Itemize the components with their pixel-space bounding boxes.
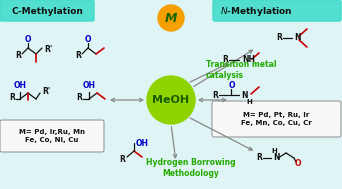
Text: O: O: [25, 36, 31, 44]
Text: O: O: [229, 81, 235, 91]
Text: N: N: [294, 33, 301, 43]
Text: N: N: [273, 153, 279, 163]
Text: H: H: [246, 99, 252, 105]
Text: $\it{N}$-Methylation: $\it{N}$-Methylation: [220, 5, 293, 18]
Circle shape: [158, 5, 184, 31]
Text: OH: OH: [13, 81, 26, 91]
Text: OH: OH: [82, 81, 95, 91]
Text: R': R': [42, 88, 50, 97]
Text: M= Pd, Pt, Ru, Ir
Fe, Mn, Co, Cu, Cr: M= Pd, Pt, Ru, Ir Fe, Mn, Co, Cu, Cr: [241, 112, 311, 126]
Text: R: R: [75, 50, 81, 60]
FancyBboxPatch shape: [0, 0, 94, 21]
FancyBboxPatch shape: [213, 0, 341, 21]
Text: R: R: [212, 91, 218, 99]
Text: OH: OH: [135, 139, 148, 147]
Text: Transition metal
catalysis: Transition metal catalysis: [206, 60, 276, 80]
Text: R: R: [256, 153, 262, 163]
Text: R: R: [15, 50, 21, 60]
Text: H: H: [271, 148, 277, 154]
Text: M= Pd, Ir,Ru, Mn
Fe, Co, Ni, Cu: M= Pd, Ir,Ru, Mn Fe, Co, Ni, Cu: [19, 129, 85, 143]
Text: R': R': [44, 44, 52, 53]
Text: M: M: [165, 12, 177, 25]
Text: O: O: [85, 36, 91, 44]
FancyBboxPatch shape: [0, 120, 104, 152]
Text: O: O: [295, 160, 301, 169]
Text: R: R: [276, 33, 282, 43]
FancyBboxPatch shape: [212, 101, 341, 137]
Circle shape: [147, 76, 195, 124]
Text: R: R: [9, 94, 15, 102]
Text: R: R: [119, 154, 125, 163]
Text: R: R: [222, 56, 228, 64]
Text: MeOH: MeOH: [153, 95, 189, 105]
Text: Hydrogen Borrowing
Methodology: Hydrogen Borrowing Methodology: [146, 158, 236, 178]
Text: R: R: [76, 94, 82, 102]
Text: NH: NH: [242, 56, 255, 64]
Text: C-Methylation: C-Methylation: [11, 6, 83, 15]
Text: N: N: [241, 91, 248, 99]
